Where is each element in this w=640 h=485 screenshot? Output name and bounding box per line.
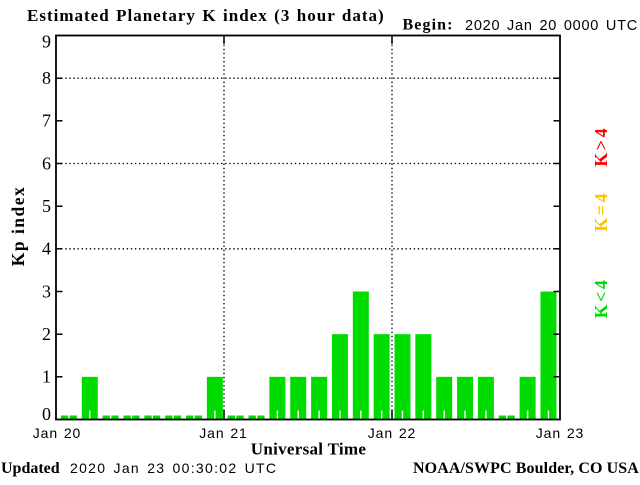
svg-text:Begin:: Begin:	[403, 17, 454, 34]
svg-text:Jan 23: Jan 23	[536, 425, 584, 441]
svg-text:2: 2	[42, 324, 51, 344]
svg-text:Universal Time: Universal Time	[251, 439, 367, 458]
svg-text:Jan 22: Jan 22	[368, 425, 416, 441]
svg-text:5: 5	[42, 196, 51, 216]
svg-text:Jan 20: Jan 20	[33, 425, 81, 441]
svg-text:4: 4	[42, 239, 51, 259]
svg-text:NOAA/SWPC Boulder, CO USA: NOAA/SWPC Boulder, CO USA	[413, 460, 639, 477]
svg-text:7: 7	[42, 111, 51, 131]
svg-text:K<4: K<4	[591, 278, 611, 319]
svg-text:Updated: Updated	[1, 460, 60, 477]
svg-text:3: 3	[42, 281, 51, 301]
svg-text:Kp index: Kp index	[8, 186, 28, 267]
svg-text:Estimated Planetary K index (3: Estimated Planetary K index (3 hour data…	[27, 6, 385, 25]
svg-text:1: 1	[42, 367, 51, 387]
svg-text:Jan 21: Jan 21	[199, 425, 247, 441]
svg-text:0: 0	[42, 404, 51, 424]
svg-text:9: 9	[42, 31, 51, 51]
svg-text:K=4: K=4	[591, 191, 611, 232]
svg-text:K>4: K>4	[591, 126, 611, 167]
svg-text:6: 6	[42, 153, 51, 173]
svg-text:2020 Jan 20 0000 UTC: 2020 Jan 20 0000 UTC	[465, 18, 638, 34]
svg-text:2020 Jan 23 00:30:02 UTC: 2020 Jan 23 00:30:02 UTC	[70, 460, 277, 476]
svg-text:8: 8	[42, 68, 51, 88]
